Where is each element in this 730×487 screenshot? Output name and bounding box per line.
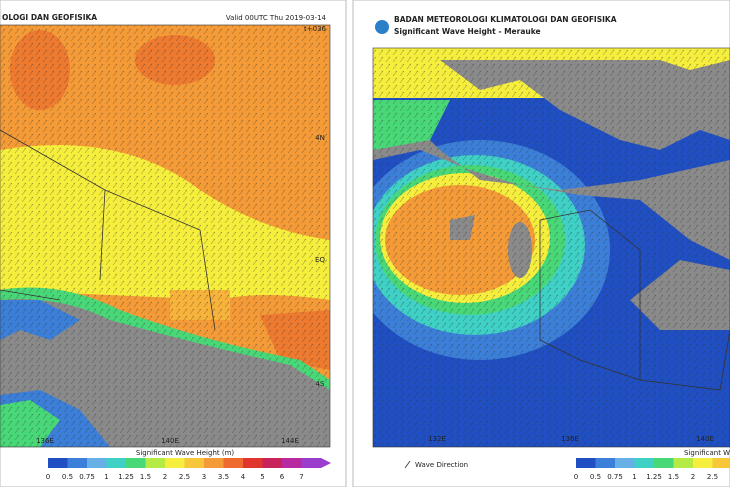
colorbar-swatch bbox=[106, 458, 126, 468]
colorbar-label: 0 bbox=[574, 473, 578, 481]
agency: OLOGI DAN GEOFISIKA bbox=[2, 13, 97, 22]
lat-label: EQ bbox=[315, 256, 325, 264]
lon-label: 140E bbox=[696, 435, 714, 443]
colorbar-label: 0.75 bbox=[607, 473, 623, 481]
colorbar-label: 1.25 bbox=[646, 473, 662, 481]
colorbar-label: 1.5 bbox=[668, 473, 679, 481]
colorbar-label: 2 bbox=[163, 473, 167, 481]
subtitle: Significant Wave Height - Merauke bbox=[394, 27, 541, 36]
colorbar-label: 0.75 bbox=[79, 473, 95, 481]
lon-label: 132E bbox=[428, 435, 446, 443]
legend-title: Significant Wave Height (m) bbox=[136, 449, 235, 457]
lon-label: 144E bbox=[281, 437, 299, 445]
colorbar-swatch bbox=[67, 458, 87, 468]
colorbar-swatch bbox=[126, 458, 146, 468]
logo bbox=[375, 20, 389, 34]
lat-label: 4N bbox=[315, 134, 325, 142]
colorbar-swatch bbox=[184, 458, 204, 468]
colorbar-label: 1 bbox=[104, 473, 108, 481]
colorbar-label: 2 bbox=[691, 473, 695, 481]
colorbar-swatch bbox=[145, 458, 165, 468]
colorbar-swatch bbox=[712, 458, 730, 468]
colorbar-label: 0.5 bbox=[590, 473, 601, 481]
colorbar-label: 5 bbox=[260, 473, 264, 481]
colorbar-label: 0 bbox=[46, 473, 50, 481]
lon-label: 136E bbox=[36, 437, 54, 445]
colorbar-label: 0.5 bbox=[62, 473, 73, 481]
colorbar-swatch bbox=[48, 458, 68, 468]
colorbar-swatch bbox=[634, 458, 654, 468]
lon-label: 140E bbox=[161, 437, 179, 445]
colorbar-swatch bbox=[301, 458, 321, 468]
colorbar-label: 3 bbox=[202, 473, 206, 481]
colorbar-label: 3.5 bbox=[218, 473, 229, 481]
colorbar-swatch bbox=[87, 458, 107, 468]
colorbar-swatch bbox=[262, 458, 282, 468]
left-map bbox=[0, 25, 330, 447]
direction-arrow bbox=[404, 460, 411, 469]
colorbar-swatch bbox=[243, 458, 263, 468]
colorbar-label: 1 bbox=[632, 473, 636, 481]
colorbar-swatch bbox=[615, 458, 635, 468]
colorbar-swatch bbox=[165, 458, 185, 468]
colorbar-label: 2.5 bbox=[179, 473, 190, 481]
colorbar-swatch bbox=[673, 458, 693, 468]
colorbar: 0 0.5 0.75 1 1.25 1.5 2 2.5 3 3.5 4 5 6 7 bbox=[46, 458, 331, 481]
colorbar: 0 0.5 0.75 1 1.25 1.5 2 2.5 bbox=[574, 458, 730, 481]
colorbar-swatch bbox=[223, 458, 243, 468]
colorbar-label: 4 bbox=[241, 473, 246, 481]
colorbar-swatch bbox=[654, 458, 674, 468]
colorbar-label: 1.5 bbox=[140, 473, 151, 481]
agency: BADAN METEOROLOGI KLIMATOLOGI DAN GEOFIS… bbox=[394, 15, 617, 24]
lon-label: 136E bbox=[561, 435, 579, 443]
colorbar-swatch bbox=[595, 458, 615, 468]
colorbar-swatch bbox=[693, 458, 713, 468]
legend-title: Significant Wave Height bbox=[684, 449, 730, 457]
right-map bbox=[373, 48, 730, 447]
colorbar-swatch bbox=[282, 458, 302, 468]
colorbar-swatch bbox=[576, 458, 596, 468]
colorbar-label: 6 bbox=[280, 473, 285, 481]
colorbar-arrow bbox=[321, 458, 331, 468]
colorbar-label: 7 bbox=[299, 473, 303, 481]
colorbar-label: 1.25 bbox=[118, 473, 134, 481]
left-map-frame bbox=[0, 24, 331, 448]
colorbar-swatch bbox=[204, 458, 224, 468]
direction-legend: Wave Direction bbox=[415, 461, 468, 469]
colorbar-label: 2.5 bbox=[707, 473, 718, 481]
lat-label: 4S bbox=[316, 380, 325, 388]
right-map-frame bbox=[372, 47, 730, 448]
valid-time: Valid 00UTC Thu 2019-03-14 bbox=[226, 14, 327, 22]
lead-time: t+036 bbox=[304, 25, 327, 33]
